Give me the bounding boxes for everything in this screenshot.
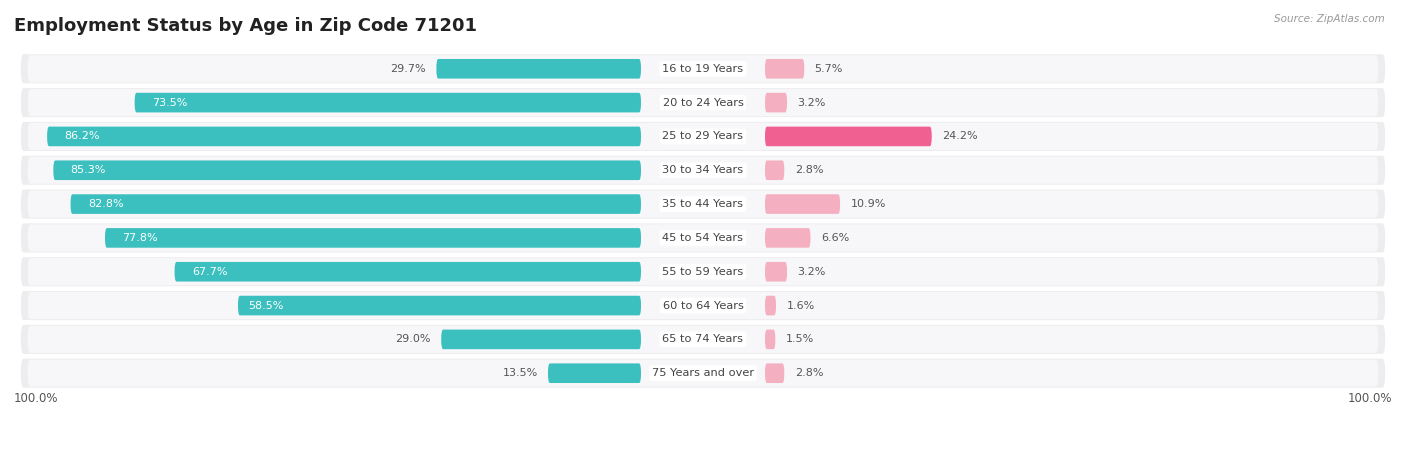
Text: 24.2%: 24.2%: [942, 131, 977, 142]
FancyBboxPatch shape: [765, 364, 785, 383]
Text: 45 to 54 Years: 45 to 54 Years: [662, 233, 744, 243]
Text: 65 to 74 Years: 65 to 74 Years: [662, 334, 744, 345]
FancyBboxPatch shape: [28, 55, 1378, 82]
Text: 1.5%: 1.5%: [786, 334, 814, 345]
FancyBboxPatch shape: [21, 359, 1385, 388]
Text: 82.8%: 82.8%: [87, 199, 124, 209]
Text: 13.5%: 13.5%: [502, 368, 537, 378]
Text: 3.2%: 3.2%: [797, 267, 825, 277]
FancyBboxPatch shape: [765, 127, 932, 146]
Text: Source: ZipAtlas.com: Source: ZipAtlas.com: [1274, 14, 1385, 23]
FancyBboxPatch shape: [21, 291, 1385, 320]
Text: 2.8%: 2.8%: [794, 368, 823, 378]
FancyBboxPatch shape: [21, 325, 1385, 354]
Text: 6.6%: 6.6%: [821, 233, 849, 243]
FancyBboxPatch shape: [765, 93, 787, 112]
Text: 30 to 34 Years: 30 to 34 Years: [662, 165, 744, 175]
Text: 73.5%: 73.5%: [152, 97, 187, 108]
Text: 58.5%: 58.5%: [249, 300, 284, 311]
FancyBboxPatch shape: [765, 330, 775, 349]
FancyBboxPatch shape: [765, 161, 785, 180]
FancyBboxPatch shape: [28, 156, 1378, 184]
FancyBboxPatch shape: [21, 223, 1385, 253]
Text: 77.8%: 77.8%: [122, 233, 157, 243]
Text: 67.7%: 67.7%: [191, 267, 228, 277]
FancyBboxPatch shape: [436, 59, 641, 78]
FancyBboxPatch shape: [28, 89, 1378, 116]
Text: Employment Status by Age in Zip Code 71201: Employment Status by Age in Zip Code 712…: [14, 17, 477, 35]
Text: 1.6%: 1.6%: [786, 300, 814, 311]
FancyBboxPatch shape: [441, 330, 641, 349]
FancyBboxPatch shape: [70, 194, 641, 214]
FancyBboxPatch shape: [765, 296, 776, 315]
FancyBboxPatch shape: [765, 59, 804, 78]
Text: 86.2%: 86.2%: [65, 131, 100, 142]
FancyBboxPatch shape: [28, 258, 1378, 285]
Text: 29.0%: 29.0%: [395, 334, 430, 345]
FancyBboxPatch shape: [105, 228, 641, 248]
Text: 20 to 24 Years: 20 to 24 Years: [662, 97, 744, 108]
FancyBboxPatch shape: [28, 190, 1378, 217]
Text: 75 Years and over: 75 Years and over: [652, 368, 754, 378]
FancyBboxPatch shape: [28, 224, 1378, 251]
FancyBboxPatch shape: [174, 262, 641, 281]
FancyBboxPatch shape: [135, 93, 641, 112]
FancyBboxPatch shape: [21, 54, 1385, 83]
Text: 10.9%: 10.9%: [851, 199, 886, 209]
FancyBboxPatch shape: [28, 326, 1378, 353]
FancyBboxPatch shape: [28, 123, 1378, 150]
FancyBboxPatch shape: [238, 296, 641, 315]
FancyBboxPatch shape: [21, 122, 1385, 151]
Text: 100.0%: 100.0%: [14, 392, 59, 405]
FancyBboxPatch shape: [28, 360, 1378, 387]
FancyBboxPatch shape: [548, 364, 641, 383]
Text: 35 to 44 Years: 35 to 44 Years: [662, 199, 744, 209]
Text: 25 to 29 Years: 25 to 29 Years: [662, 131, 744, 142]
Text: 5.7%: 5.7%: [814, 64, 844, 74]
Text: 55 to 59 Years: 55 to 59 Years: [662, 267, 744, 277]
FancyBboxPatch shape: [21, 88, 1385, 117]
FancyBboxPatch shape: [28, 292, 1378, 319]
Text: 2.8%: 2.8%: [794, 165, 823, 175]
FancyBboxPatch shape: [48, 127, 641, 146]
Text: 85.3%: 85.3%: [70, 165, 105, 175]
Text: 3.2%: 3.2%: [797, 97, 825, 108]
FancyBboxPatch shape: [21, 189, 1385, 219]
FancyBboxPatch shape: [765, 262, 787, 281]
FancyBboxPatch shape: [53, 161, 641, 180]
Text: 100.0%: 100.0%: [1347, 392, 1392, 405]
Text: 16 to 19 Years: 16 to 19 Years: [662, 64, 744, 74]
FancyBboxPatch shape: [21, 156, 1385, 185]
FancyBboxPatch shape: [21, 257, 1385, 286]
FancyBboxPatch shape: [765, 228, 810, 248]
Text: 29.7%: 29.7%: [391, 64, 426, 74]
FancyBboxPatch shape: [765, 194, 841, 214]
Text: 60 to 64 Years: 60 to 64 Years: [662, 300, 744, 311]
